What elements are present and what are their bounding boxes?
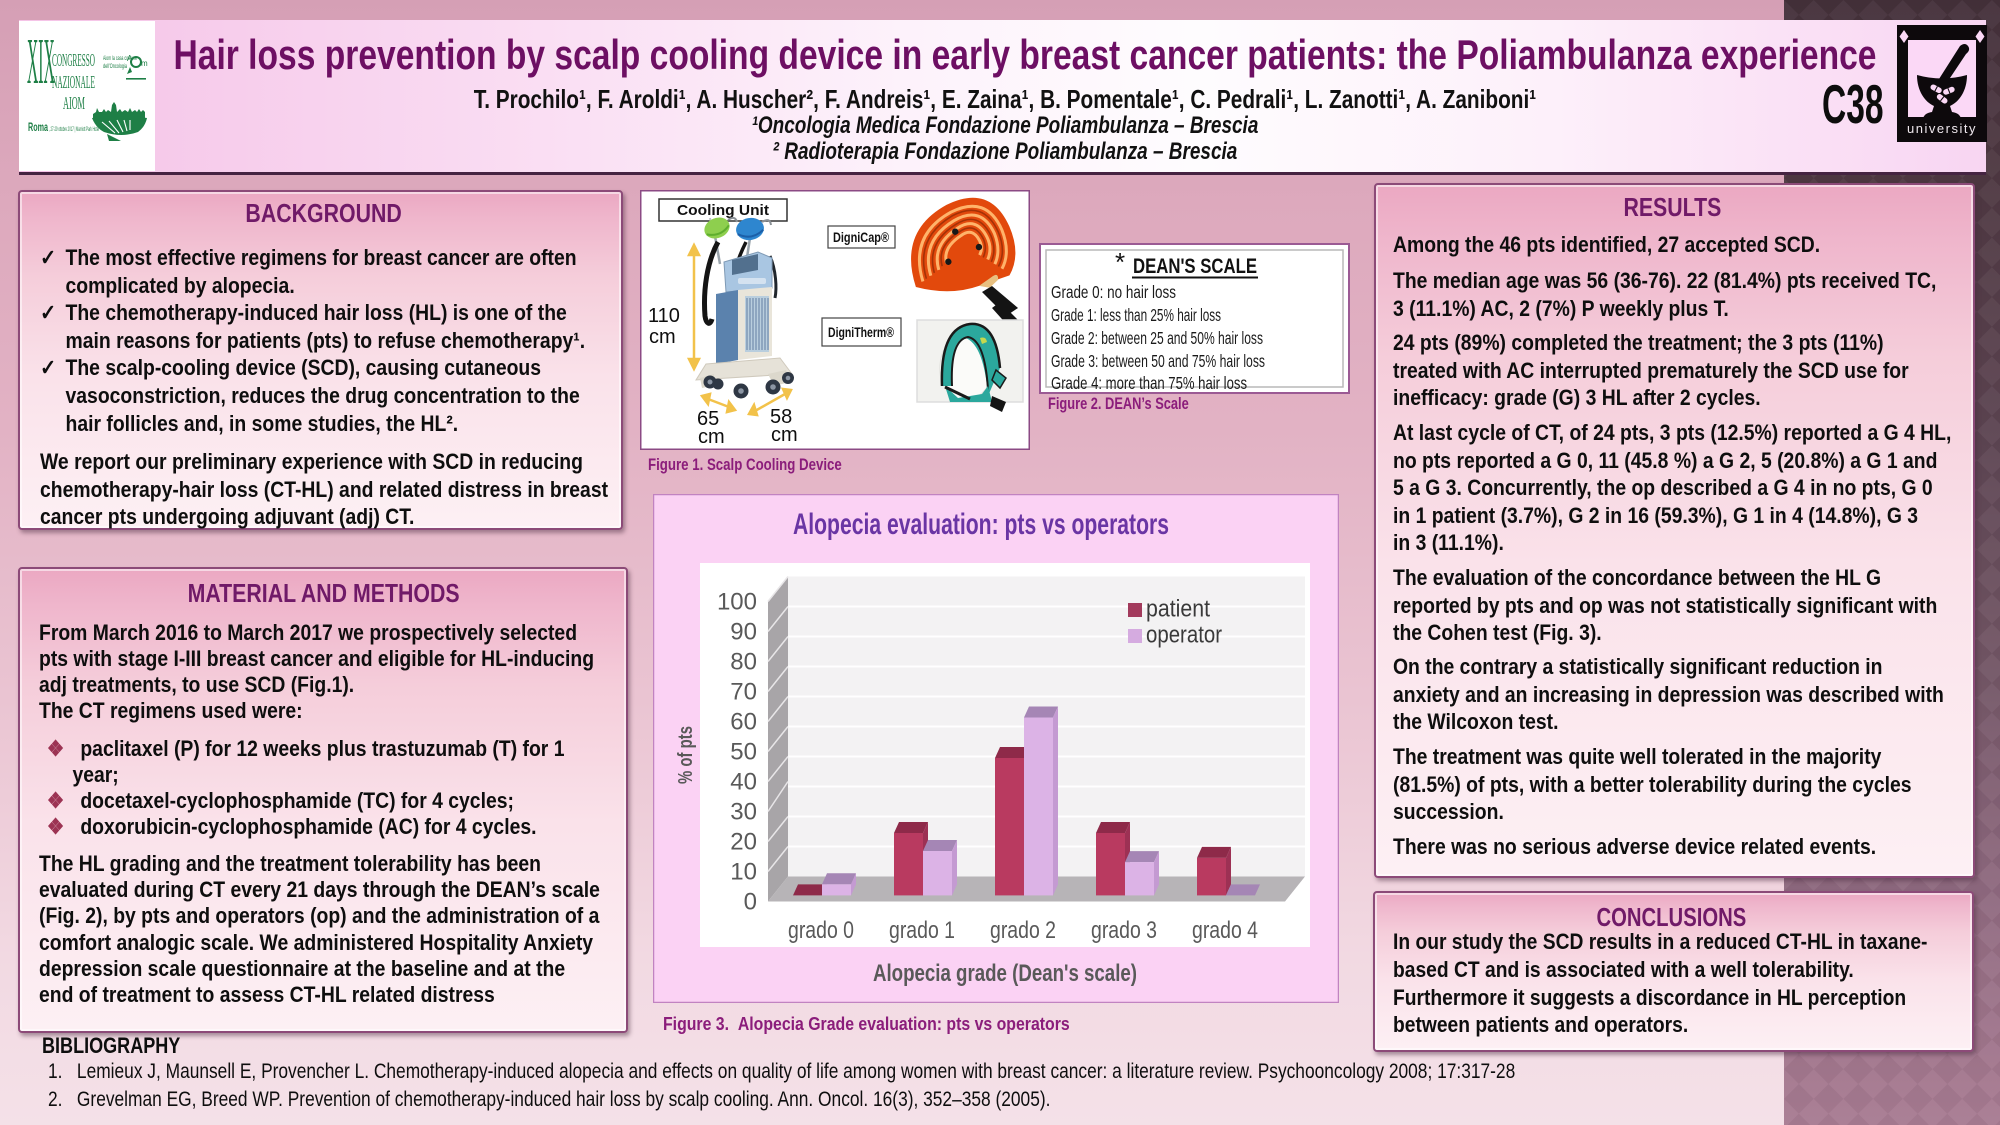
svg-text:cm: cm <box>649 326 676 348</box>
svg-text:Grade 0: no hair loss: Grade 0: no hair loss <box>1051 282 1176 302</box>
svg-text:CONGRESSO: CONGRESSO <box>52 50 95 70</box>
svg-text:operator: operator <box>1146 622 1222 649</box>
svg-text:cm: cm <box>771 424 798 446</box>
svg-text:70: 70 <box>730 679 757 706</box>
svg-text:m: m <box>141 59 148 68</box>
svg-text:Aiom la casa comune: Aiom la casa comune <box>103 55 137 62</box>
svg-text:90: 90 <box>730 619 757 646</box>
svg-text:58: 58 <box>770 406 792 428</box>
svg-text:cm: cm <box>698 426 725 448</box>
svg-text:NAZIONALE: NAZIONALE <box>52 72 95 92</box>
svg-text:*: * <box>1115 247 1125 277</box>
svg-text:A: A <box>127 54 133 63</box>
svg-text:patient: patient <box>1146 596 1210 623</box>
svg-text:0: 0 <box>744 889 757 916</box>
svg-text:50: 50 <box>730 739 757 766</box>
svg-text:DigniTherm®: DigniTherm® <box>828 324 895 340</box>
svg-text:XIX: XIX <box>27 25 55 98</box>
svg-text:110: 110 <box>648 305 680 327</box>
svg-text:80: 80 <box>730 649 757 676</box>
svg-text:Grade 3: between 50 and 75% ha: Grade 3: between 50 and 75% hair loss <box>1051 351 1265 371</box>
svg-text:grado 4: grado 4 <box>1192 917 1258 944</box>
svg-text:grado 3: grado 3 <box>1091 917 1157 944</box>
svg-text:Alopecia grade (Dean's scale): Alopecia grade (Dean's scale) <box>873 960 1137 987</box>
svg-text:10: 10 <box>730 859 757 886</box>
svg-text:grado 0: grado 0 <box>788 917 854 944</box>
svg-text:Grade 4: more than 75% hair lo: Grade 4: more than 75% hair loss <box>1051 373 1247 393</box>
svg-text:Grade 2: between 25 and 50% ha: Grade 2: between 25 and 50% hair loss <box>1051 328 1263 348</box>
svg-text:, 27-29 ottobre 2017 | Marriot: , 27-29 ottobre 2017 | Marriott Park Hot… <box>49 126 99 133</box>
svg-text:dell'Oncologia: dell'Oncologia <box>103 63 127 70</box>
svg-text:Cooling Unit: Cooling Unit <box>677 202 769 219</box>
svg-text:Alopecia evaluation: pts vs op: Alopecia evaluation: pts vs operators <box>793 508 1169 541</box>
svg-text:Roma: Roma <box>28 120 48 134</box>
svg-text:100: 100 <box>717 589 757 616</box>
svg-text:20: 20 <box>730 829 757 856</box>
svg-text:DEAN'S SCALE: DEAN'S SCALE <box>1133 255 1257 278</box>
svg-text:40: 40 <box>730 769 757 796</box>
svg-text:DigniCap®: DigniCap® <box>833 229 890 245</box>
svg-text:% of pts: % of pts <box>675 726 697 784</box>
svg-text:university: university <box>1907 121 1977 136</box>
svg-text:65: 65 <box>697 408 719 430</box>
svg-text:Grade 1: less than 25% hair lo: Grade 1: less than 25% hair loss <box>1051 305 1221 325</box>
svg-text:grado 2: grado 2 <box>990 917 1056 944</box>
svg-text:AIOM: AIOM <box>63 93 85 113</box>
svg-text:grado 1: grado 1 <box>889 917 955 944</box>
svg-text:30: 30 <box>730 799 757 826</box>
svg-text:60: 60 <box>730 709 757 736</box>
